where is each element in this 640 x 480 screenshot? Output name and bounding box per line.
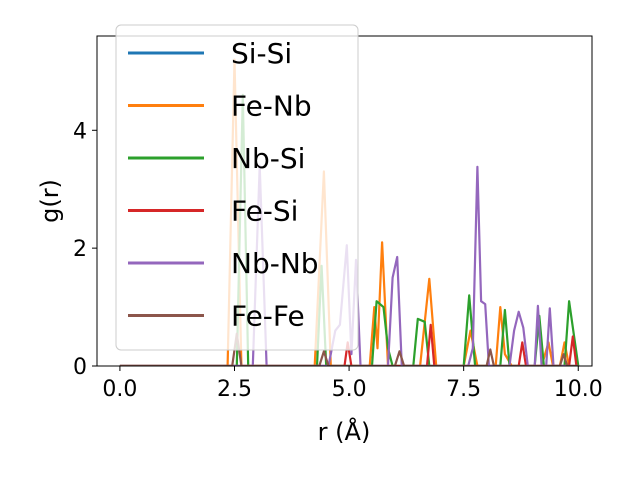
x-tick-label: 0.0	[102, 377, 137, 402]
series-line-fe-fe	[119, 332, 579, 366]
legend-label-fe-si: Fe-Si	[231, 195, 298, 228]
x-tick-label: 7.5	[446, 377, 481, 402]
legend-label-fe-fe: Fe-Fe	[231, 300, 305, 333]
x-tick-label: 2.5	[217, 377, 252, 402]
y-tick-label: 2	[73, 237, 87, 262]
x-tick-label: 10.0	[554, 377, 603, 402]
x-tick-label: 5.0	[332, 377, 367, 402]
legend: Si-Si Fe-Nb Nb-Si Fe-Si Nb-Nb Fe-Fe	[115, 24, 359, 351]
y-tick-label: 4	[73, 119, 87, 144]
legend-label-nb-nb: Nb-Nb	[231, 247, 319, 280]
y-axis-label: g(r)	[36, 179, 64, 223]
x-axis-label: r (Å)	[318, 417, 371, 446]
legend-label-nb-si: Nb-Si	[231, 142, 305, 175]
legend-label-fe-nb: Fe-Nb	[231, 90, 312, 123]
y-tick-label: 0	[73, 355, 87, 380]
legend-label-si-si: Si-Si	[231, 37, 292, 70]
